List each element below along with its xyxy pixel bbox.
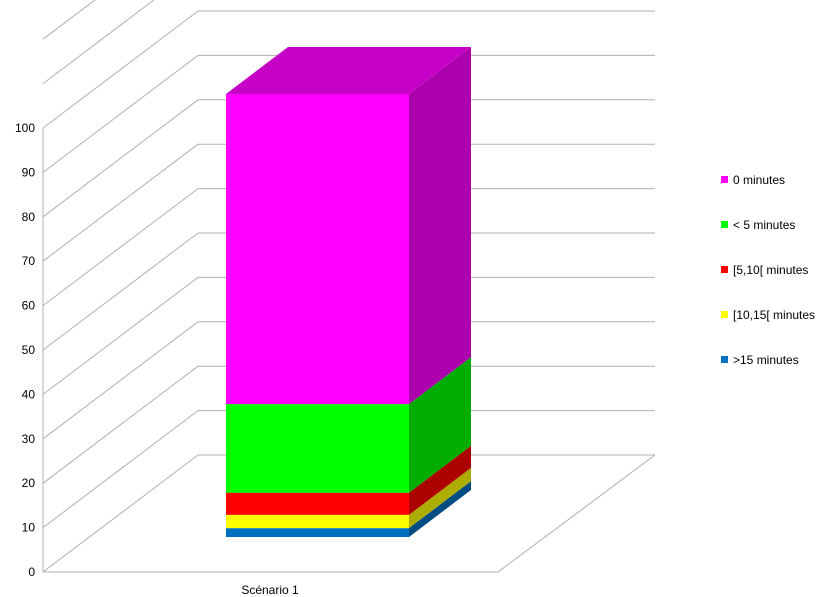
legend-label: < 5 minutes xyxy=(733,218,795,232)
legend-swatch xyxy=(721,221,728,228)
gridline-side xyxy=(42,454,199,573)
gridline-side xyxy=(42,232,199,351)
gridline-side xyxy=(42,365,199,484)
bar-segment-side xyxy=(409,47,471,405)
gridline-side xyxy=(42,55,199,173)
bar-segment-front xyxy=(226,404,409,493)
bar-segment-front xyxy=(226,528,409,537)
gridline-side xyxy=(42,277,199,395)
legend-swatch xyxy=(721,356,728,363)
gridline-side xyxy=(42,410,199,528)
y-tick-label: 90 xyxy=(22,165,36,179)
y-tick-label: 10 xyxy=(22,521,36,535)
gridline-side xyxy=(42,10,199,129)
y-tick-label: 100 xyxy=(15,121,35,135)
y-tick-label: 30 xyxy=(22,432,36,446)
floor-edge xyxy=(43,454,656,573)
y-tick-label: 70 xyxy=(22,254,36,268)
legend-label: 0 minutes xyxy=(733,173,785,187)
legend-swatch xyxy=(721,266,728,273)
y-tick-label: 60 xyxy=(22,299,36,313)
gridline-side xyxy=(42,0,155,84)
legend-label: [5,10[ minutes xyxy=(733,263,808,277)
gridline-side xyxy=(42,0,96,40)
gridline-side xyxy=(42,188,199,306)
x-category-label: Scénario 1 xyxy=(241,583,299,597)
bar-segment-side xyxy=(409,481,471,537)
chart-walls xyxy=(43,454,656,573)
bar-segment-front xyxy=(226,514,409,529)
bar-segment-side xyxy=(409,445,471,515)
y-tick-label: 20 xyxy=(22,476,36,490)
x-axis: Scénario 1 xyxy=(241,583,299,597)
y-tick-label: 80 xyxy=(22,210,36,224)
bar-segment-top xyxy=(226,47,471,94)
legend: 0 minutes < 5 minutes [5,10[ minutes [10,15… xyxy=(721,173,815,367)
gridline-side xyxy=(42,143,199,262)
y-axis: 0 10 20 30 40 50 60 70 80 90 100 xyxy=(15,121,44,579)
gridline-side xyxy=(42,99,199,218)
bar-stack xyxy=(226,47,471,537)
y-tick-label: 40 xyxy=(22,387,36,401)
legend-label: >15 minutes xyxy=(733,353,799,367)
gridline-side xyxy=(42,321,199,440)
bar-segment-side xyxy=(409,467,471,529)
y-tick-label: 0 xyxy=(28,565,35,579)
bar-segment-side xyxy=(409,357,471,493)
bar-segment-front xyxy=(226,492,409,515)
bar-segment-front xyxy=(226,94,409,405)
legend-label: [10,15[ minutes xyxy=(733,308,815,322)
legend-swatch xyxy=(721,311,728,318)
y-tick-label: 50 xyxy=(22,343,36,357)
legend-swatch xyxy=(721,176,728,183)
